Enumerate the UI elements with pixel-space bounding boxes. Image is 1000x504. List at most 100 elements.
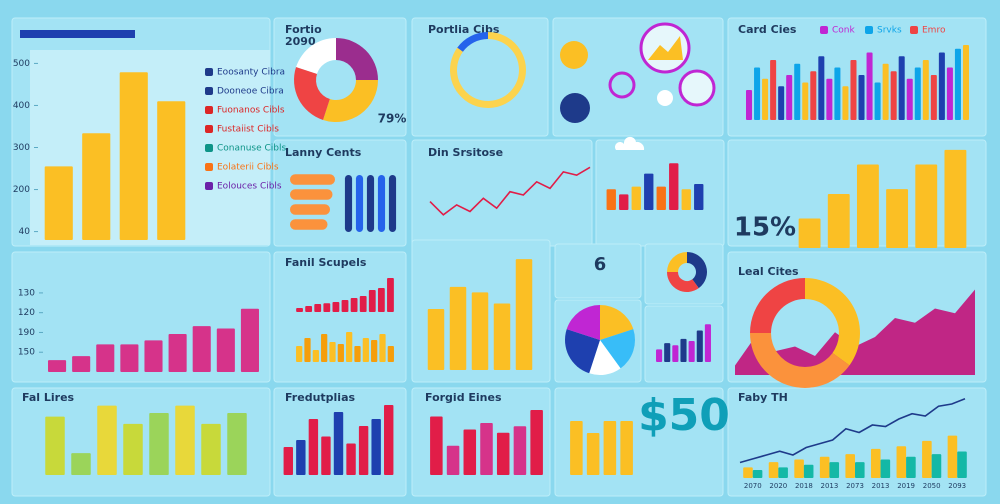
bar xyxy=(371,340,378,362)
legend-swatch xyxy=(205,144,213,152)
bar xyxy=(337,344,344,362)
icon xyxy=(639,22,691,74)
x-tick-label: 2020 xyxy=(769,482,787,490)
legend-swatch xyxy=(910,26,918,34)
bar xyxy=(704,324,711,362)
bar xyxy=(656,186,666,210)
bar xyxy=(620,421,633,475)
slice xyxy=(336,38,378,80)
bar xyxy=(672,345,679,362)
bar xyxy=(323,303,331,312)
bar xyxy=(962,45,969,120)
bar xyxy=(914,67,921,120)
bar xyxy=(827,194,850,248)
bar xyxy=(906,78,913,120)
slice xyxy=(566,305,600,340)
panel-header xyxy=(20,30,135,38)
bar xyxy=(168,334,187,372)
bar xyxy=(754,67,761,120)
bar xyxy=(870,448,881,478)
slice xyxy=(600,305,634,340)
bar xyxy=(890,71,897,120)
chart-title: Fortio xyxy=(285,23,322,36)
bubble-icons xyxy=(560,22,716,150)
icon xyxy=(657,90,673,106)
bar xyxy=(346,332,353,362)
bar xyxy=(778,86,785,120)
bar xyxy=(379,334,386,362)
bar xyxy=(606,189,616,210)
bar xyxy=(344,175,353,232)
bar xyxy=(97,405,117,475)
slice xyxy=(805,278,860,366)
bar xyxy=(930,75,937,120)
icon xyxy=(678,69,716,107)
bar xyxy=(192,326,211,372)
bar xyxy=(157,101,186,240)
bar xyxy=(586,433,600,475)
bar xyxy=(786,75,793,120)
bar xyxy=(882,63,889,120)
bar xyxy=(880,459,891,478)
bar xyxy=(305,306,313,312)
bar xyxy=(96,344,115,372)
slice xyxy=(294,67,330,120)
chart-title: Forgid Eines xyxy=(425,391,502,404)
bar xyxy=(746,90,753,120)
bar xyxy=(48,360,67,372)
bar xyxy=(332,302,340,312)
x-tick-label: 2019 xyxy=(897,482,915,490)
legend-label: Fustaiist Cibls xyxy=(217,125,279,135)
bar xyxy=(570,421,583,475)
bar xyxy=(227,412,247,475)
slice xyxy=(750,333,850,388)
chart-title: Card Cies xyxy=(738,23,797,36)
bar xyxy=(644,173,654,210)
bar xyxy=(296,346,303,362)
bar xyxy=(371,419,381,475)
bar xyxy=(603,421,617,475)
legend-swatch xyxy=(205,106,213,114)
bar xyxy=(664,343,671,362)
bar xyxy=(359,296,367,312)
big-label: 79% xyxy=(378,112,407,126)
bar xyxy=(866,52,873,120)
bar xyxy=(850,60,857,120)
bar xyxy=(680,338,687,362)
legend-label: Eolaterii Cibls xyxy=(217,163,279,173)
slice xyxy=(750,278,805,333)
legend-label: Srvks xyxy=(877,26,902,36)
bar xyxy=(681,189,691,210)
bar xyxy=(119,72,148,240)
bar xyxy=(826,78,833,120)
bar xyxy=(778,467,788,478)
bar xyxy=(463,429,477,475)
bar xyxy=(471,292,489,370)
icon xyxy=(560,41,588,69)
bar xyxy=(387,346,394,362)
bar xyxy=(321,436,331,475)
chart-subtitle: 2090 xyxy=(285,35,316,48)
bar xyxy=(350,298,358,312)
area xyxy=(735,289,975,375)
bar xyxy=(794,63,801,120)
bar xyxy=(355,175,364,232)
bar xyxy=(362,338,369,362)
bar xyxy=(496,432,510,475)
bar xyxy=(71,453,91,475)
big-label: $50 xyxy=(638,390,730,441)
bar xyxy=(752,470,763,478)
bar xyxy=(283,447,293,475)
chart-title: Fredutplias xyxy=(285,391,355,404)
bar xyxy=(915,164,938,248)
bar xyxy=(427,309,445,370)
bar xyxy=(802,82,809,120)
bar xyxy=(922,440,932,478)
chart-title: Leal Cites xyxy=(738,265,799,278)
bar xyxy=(906,456,916,478)
x-tick-label: 2013 xyxy=(872,482,890,490)
bar xyxy=(810,71,817,120)
chart-title: Faby TH xyxy=(738,391,788,404)
